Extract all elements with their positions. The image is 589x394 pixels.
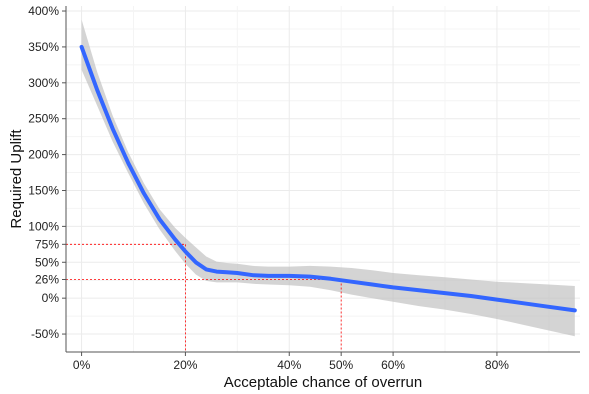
y-tick-label: 200% [28,148,59,162]
y-tick-label: 400% [28,4,59,18]
x-tick-label: 40% [277,358,301,372]
x-tick-label: 0% [73,358,91,372]
x-tick-label: 50% [329,358,353,372]
x-tick-label: 80% [485,358,509,372]
reference-lines [66,243,342,352]
ribbon-area [81,19,575,337]
y-tick-label: 100% [28,219,59,233]
y-tick-label: 50% [35,255,59,269]
x-axis-title: Acceptable chance of overrun [224,374,422,391]
y-tick-label: 26% [35,272,59,286]
y-tick-label: -50% [31,327,59,341]
y-tick-label: 0% [42,291,60,305]
grid-lines [66,6,580,352]
y-tick-label: 150% [28,183,59,197]
y-tick-label: 250% [28,112,59,126]
y-tick-label: 300% [28,76,59,90]
y-axis-title: Required Uplift [8,129,25,229]
y-tick-label: 75% [35,237,59,251]
y-tick-label: 350% [28,40,59,54]
fit-line [79,44,577,313]
x-tick-label: 20% [173,358,197,372]
confidence-ribbon [81,19,575,337]
x-tick-label: 60% [381,358,405,372]
y-ticks: 400% 350% 300% 250% 200% 150% 100% 75% 50% 26% 0% -… [28,4,66,341]
series-line [79,44,577,313]
x-ticks: 0% 20% 40% 50% 60% 80% [73,352,509,372]
